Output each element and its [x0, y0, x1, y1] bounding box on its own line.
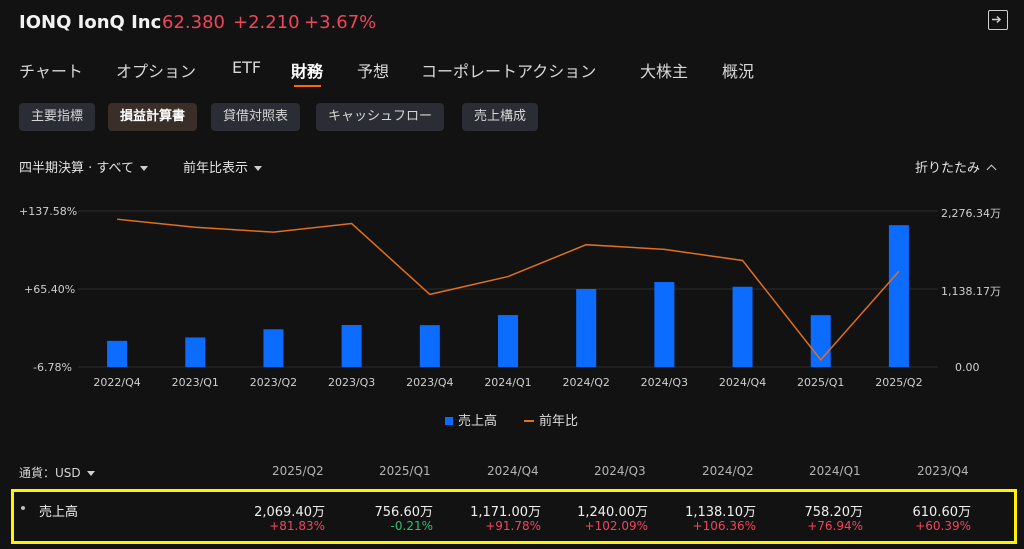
x-tick-label: 2024/Q2 [563, 376, 610, 389]
bar-2025/Q2 [888, 225, 909, 367]
col-header: 2024/Q3 [594, 464, 646, 478]
legend-revenue-label: 売上高 [458, 414, 498, 429]
right-axis-tick-top: 2,276.34万 [941, 207, 1001, 220]
bar-2023/Q3 [341, 324, 362, 367]
bar-2024/Q3 [654, 282, 675, 367]
stock-price: 62.380 [162, 12, 225, 33]
legend-revenue: 売上高 [445, 410, 497, 429]
row-bullet-icon [21, 506, 25, 510]
tab-overview[interactable]: 概況 [722, 62, 755, 81]
yoy-filter-label: 前年比表示 [183, 161, 249, 176]
x-tick-label: 2025/Q2 [875, 376, 922, 389]
col-header: 2024/Q1 [809, 464, 861, 478]
currency-label: 通貨：USD [19, 466, 81, 480]
chevron-down-icon [254, 166, 263, 171]
table-cell-value: 758.20万 [804, 505, 864, 520]
legend-yoy: 前年比 [524, 410, 578, 429]
chevron-down-icon [139, 166, 148, 171]
yoy-line [117, 218, 900, 362]
bar-2024/Q4 [732, 286, 753, 367]
revenue-chart: 2022/Q4 2023/Q1 2023/Q2 2023/Q3 2023/Q4 2024/… [78, 210, 938, 389]
active-tab-indicator [294, 85, 321, 87]
tab-chart[interactable]: チャート [19, 62, 83, 81]
bar-2023/Q2 [263, 329, 284, 367]
col-header: 2025/Q1 [379, 464, 431, 478]
period-filter[interactable]: 四半期決算 · すべて [19, 157, 148, 176]
table-cell-pct: -0.21% [390, 519, 433, 533]
x-tick-label: 2024/Q4 [719, 376, 766, 389]
tab-etf[interactable]: ETF [232, 58, 262, 77]
x-tick-label: 2022/Q4 [93, 376, 140, 389]
legend-yoy-label: 前年比 [539, 414, 579, 429]
table-cell-pct: +76.94% [807, 519, 863, 533]
subtab-balance-sheet[interactable]: 貸借対照表 [211, 103, 301, 131]
main-nav: チャート オプション ETF 財務 予想 コーポレートアクション 大株主 概況 [0, 58, 1024, 88]
collapse-toggle[interactable]: 折りたたみ [915, 157, 997, 176]
left-axis-tick-top: +137.58% [19, 205, 78, 218]
x-tick-label: 2024/Q1 [484, 376, 531, 389]
bar-2024/Q2 [576, 289, 597, 367]
bar-2023/Q4 [419, 325, 440, 367]
x-tick-label: 2025/Q1 [797, 376, 844, 389]
right-axis-tick-bottom: 0.00 [955, 361, 980, 374]
tab-options[interactable]: オプション [116, 62, 197, 81]
price-change-pct: +3.67% [304, 12, 377, 33]
tab-financials[interactable]: 財務 [291, 62, 324, 81]
bar-2022/Q4 [107, 340, 128, 367]
legend-swatch-line [524, 420, 534, 422]
table-cell-pct: +81.83% [269, 519, 325, 533]
table-cell-pct: +91.78% [485, 519, 541, 533]
exit-icon[interactable] [988, 10, 1008, 30]
subtab-key-metrics[interactable]: 主要指標 [19, 103, 96, 131]
bar-2023/Q1 [185, 337, 206, 367]
tab-corporate-actions[interactable]: コーポレートアクション [421, 62, 597, 81]
legend-swatch-bar [445, 417, 453, 425]
x-tick-label: 2023/Q4 [406, 376, 453, 389]
table-cell-pct: +60.39% [915, 519, 971, 533]
subtab-cash-flow[interactable]: キャッシュフロー [316, 103, 445, 131]
col-header: 2024/Q2 [702, 464, 754, 478]
subtab-revenue-breakdown[interactable]: 売上構成 [462, 103, 539, 131]
table-cell-value: 1,138.10万 [685, 505, 756, 520]
subtab-income-statement[interactable]: 損益計算書 [108, 103, 198, 131]
bar-2024/Q1 [498, 315, 518, 367]
table-cell-value: 2,069.40万 [254, 505, 325, 520]
collapse-label: 折りたたみ [915, 161, 981, 176]
col-header: 2023/Q4 [917, 464, 969, 478]
col-header: 2024/Q4 [487, 464, 539, 478]
tab-major-holders[interactable]: 大株主 [640, 62, 689, 81]
stock-title: IONQ IonQ Inc [19, 12, 162, 33]
highlight-box [11, 489, 1017, 544]
x-tick-label: 2023/Q1 [172, 376, 219, 389]
x-tick-label: 2023/Q2 [250, 376, 297, 389]
left-axis-tick-mid: +65.40% [24, 283, 76, 296]
col-header: 2025/Q2 [272, 464, 324, 478]
table-cell-pct: +106.36% [692, 519, 756, 533]
yoy-filter[interactable]: 前年比表示 [183, 157, 263, 176]
table-cell-pct: +102.09% [584, 519, 648, 533]
table-cell-value: 756.60万 [374, 505, 434, 520]
price-change: +2.210 [233, 12, 300, 33]
x-tick-label: 2024/Q3 [641, 376, 688, 389]
period-filter-label: 四半期決算 · すべて [19, 161, 134, 176]
tab-forecast[interactable]: 予想 [357, 62, 390, 81]
row-label-revenue: 売上高 [39, 505, 79, 520]
currency-selector[interactable]: 通貨：USD [19, 464, 95, 481]
x-tick-label: 2023/Q3 [328, 376, 375, 389]
left-axis-tick-bottom: -6.78% [33, 361, 72, 374]
table-cell-value: 1,240.00万 [577, 505, 648, 520]
chevron-down-icon [86, 471, 95, 476]
table-cell-value: 610.60万 [912, 505, 972, 520]
table-cell-value: 1,171.00万 [470, 505, 541, 520]
right-axis-tick-mid: 1,138.17万 [941, 285, 1001, 298]
